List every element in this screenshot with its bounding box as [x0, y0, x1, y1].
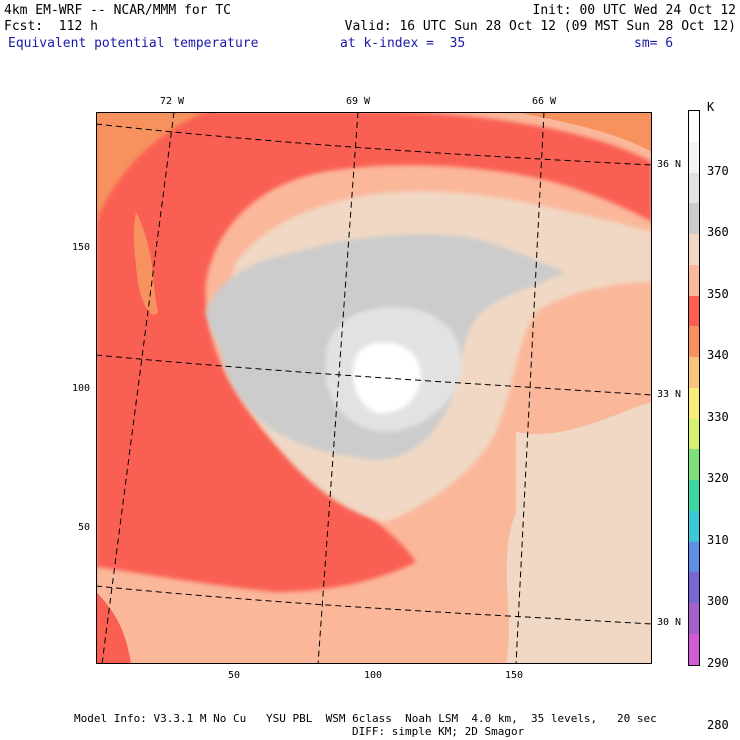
- map-canvas: [96, 112, 652, 664]
- lat-label-30n: 30 N: [657, 617, 682, 628]
- diffusion-info: DIFF: simple KM; 2D Smagor: [352, 725, 525, 738]
- lat-line-30n: [96, 585, 652, 625]
- x-tick-50: 50: [228, 670, 241, 681]
- theta-e-map: [96, 112, 652, 664]
- colorbar-label: 290: [707, 656, 729, 670]
- forecast-hour: Fcst: 112 h: [4, 19, 98, 34]
- field-red-band: [96, 112, 652, 592]
- field-red-sw: [96, 592, 131, 664]
- init-time: Init: 00 UTC Wed 24 Oct 12: [532, 3, 737, 18]
- lat-line-33n: [96, 354, 652, 396]
- field-orange-ne: [516, 112, 652, 152]
- colorbar-segment: [689, 418, 699, 450]
- colorbar-segment: [689, 449, 699, 481]
- colorbar-segment: [689, 387, 699, 419]
- colorbar-segment: [689, 111, 699, 142]
- colorbar-segment: [689, 203, 699, 235]
- map-graticule: [96, 112, 652, 664]
- colorbar-label: 360: [707, 225, 729, 240]
- lat-label-36n: 36 N: [657, 159, 682, 170]
- smoothing-info: sm= 6: [634, 36, 674, 51]
- field-orange-streak: [133, 212, 158, 315]
- colorbar-segment: [689, 326, 699, 358]
- y-tick-100: 100: [72, 383, 91, 394]
- colorbar-segment: [689, 264, 699, 296]
- lon-label-66w: 66 W: [532, 96, 557, 107]
- colorbar-label: 320: [707, 471, 729, 486]
- colorbar-segment: [689, 234, 699, 265]
- model-title: 4km EM-WRF -- NCAR/MMM for TC: [4, 3, 231, 18]
- colorbar-segment: [689, 510, 699, 542]
- lat-label-33n: 33 N: [657, 389, 682, 400]
- colorbar-segment: [689, 141, 699, 173]
- model-info: Model Info: V3.3.1 M No Cu YSU PBL WSM 6…: [74, 712, 657, 725]
- colorbar: [688, 110, 700, 666]
- colorbar-label: 340: [707, 348, 729, 363]
- lon-line-66w: [515, 112, 545, 664]
- x-tick-150: 150: [505, 670, 524, 681]
- colorbar-segment: [689, 172, 699, 204]
- lon-label-72w: 72 W: [160, 96, 185, 107]
- plot-frame: [96, 112, 652, 664]
- lat-line-36n: [96, 123, 652, 166]
- colorbar-label: 370: [707, 163, 729, 178]
- level-info: at k-index = 35: [340, 36, 466, 51]
- lon-label-69w: 69 W: [346, 96, 371, 107]
- colorbar-label: 280: [707, 717, 729, 732]
- colorbar-segment: [689, 480, 699, 511]
- colorbar-label: 300: [707, 594, 729, 609]
- colorbar-label: 350: [707, 286, 729, 301]
- colorbar-unit: K: [707, 100, 715, 114]
- y-tick-150: 150: [72, 242, 91, 253]
- colorbar-segment: [689, 634, 699, 665]
- y-tick-50: 50: [78, 522, 91, 533]
- field-tan-se: [506, 402, 652, 664]
- colorbar-segment: [689, 357, 699, 388]
- lon-line-69w: [317, 112, 359, 664]
- colorbar-label: 330: [707, 409, 729, 424]
- colorbar-segment: [689, 603, 699, 635]
- valid-time: Valid: 16 UTC Sun 28 Oct 12 (09 MST Sun …: [344, 19, 736, 34]
- x-tick-100: 100: [364, 670, 383, 681]
- colorbar-segment: [689, 572, 699, 604]
- colorbar-segment: [689, 295, 699, 327]
- lon-line-72w: [101, 112, 175, 664]
- colorbar-label: 310: [707, 532, 729, 547]
- colorbar-segment: [689, 541, 699, 573]
- field-name: Equivalent potential temperature: [8, 36, 259, 51]
